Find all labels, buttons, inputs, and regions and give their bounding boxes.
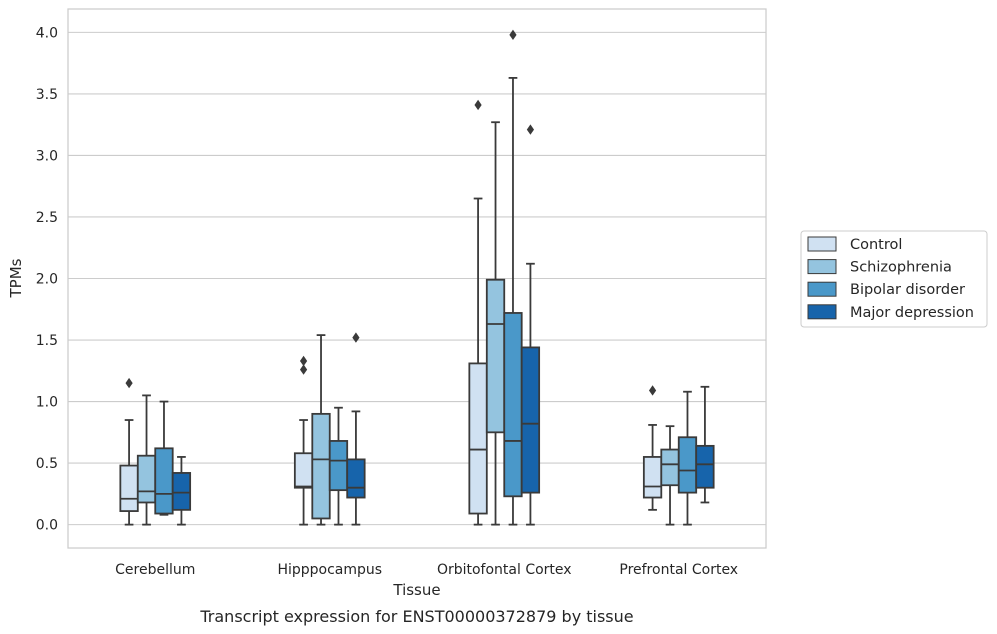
box-body (468, 362, 488, 515)
box-body (311, 412, 331, 520)
series-major-depression (171, 124, 715, 526)
box (503, 29, 523, 526)
box-body (154, 447, 174, 515)
outlier-point (474, 99, 482, 111)
legend-label: Schizophrenia (850, 260, 952, 276)
x-tick-label: Orbitofontal Cortex (437, 562, 572, 578)
box (468, 99, 488, 526)
legend: Control Schizophrenia Bipolar disorder Majo… (800, 230, 988, 328)
box-body (346, 458, 366, 499)
y-tick-label: 1.0 (36, 395, 58, 411)
y-tick-label: 3.0 (36, 148, 58, 164)
legend-frame (800, 230, 988, 328)
outlier-point (648, 385, 657, 396)
outlier-point (352, 332, 360, 343)
legend-swatch (807, 236, 837, 252)
legend-label: Major depression (850, 305, 974, 321)
box (520, 124, 541, 526)
outlier-point (299, 364, 308, 375)
y-tick-label: 0.0 (36, 518, 58, 534)
series-bipolar-disorder (154, 29, 698, 526)
box (171, 456, 192, 526)
x-tick-label: Prefrontal Cortex (619, 562, 738, 578)
box (695, 385, 715, 504)
box-body (136, 454, 157, 504)
x-tick-label: Hipppocampus (277, 562, 382, 578)
box-body (660, 448, 680, 487)
y-tick-label: 3.5 (36, 87, 58, 103)
box-body (642, 456, 663, 499)
y-tick-label: 1.5 (36, 333, 58, 349)
box-body (695, 444, 715, 489)
series-control (119, 99, 663, 526)
box-body (503, 312, 523, 498)
box (328, 406, 349, 526)
y-axis-ticks: 0.0 0.5 1.0 1.5 2.0 2.5 3.0 3.5 4.0 (36, 25, 58, 533)
series-schizophrenia (136, 121, 680, 526)
box (136, 394, 157, 526)
y-tick-label: 2.0 (36, 272, 58, 288)
box-body (293, 452, 314, 489)
legend-items: Control Schizophrenia Bipolar disorder Majo… (807, 236, 974, 321)
box (642, 385, 663, 511)
plot-frame (67, 8, 767, 549)
figure-caption: Transcript expression for ENST0000037287… (199, 607, 633, 626)
y-tick-label: 2.5 (36, 210, 58, 226)
box-body (677, 436, 698, 494)
box-body (485, 278, 506, 434)
box (119, 377, 139, 526)
box (311, 334, 331, 526)
box (677, 390, 698, 526)
x-axis-ticks: Cerebellum Hipppocampus Orbitofontal Corte… (115, 562, 738, 578)
outlier-point (509, 29, 517, 41)
box-body (328, 440, 349, 492)
legend-swatch (807, 281, 837, 297)
x-axis-label: Tissue (392, 581, 440, 599)
box-body (520, 346, 541, 494)
outlier-point (299, 355, 308, 367)
box-body (119, 464, 139, 512)
box (154, 400, 174, 516)
legend-label: Control (850, 237, 902, 253)
legend-swatch (807, 304, 837, 320)
y-tick-label: 4.0 (36, 25, 58, 41)
box (346, 332, 366, 526)
legend-label: Bipolar disorder (850, 282, 965, 298)
box (660, 425, 680, 526)
y-axis-label: TPMs (7, 258, 25, 298)
box (485, 121, 506, 526)
box-series-layer (119, 29, 715, 526)
box-body (171, 472, 192, 511)
legend-swatch (807, 259, 837, 275)
gridlines (68, 31, 766, 526)
y-tick-label: 0.5 (36, 456, 58, 472)
box (293, 355, 314, 526)
outlier-point (125, 377, 133, 389)
outlier-point (526, 124, 535, 135)
x-tick-label: Cerebellum (115, 562, 195, 578)
